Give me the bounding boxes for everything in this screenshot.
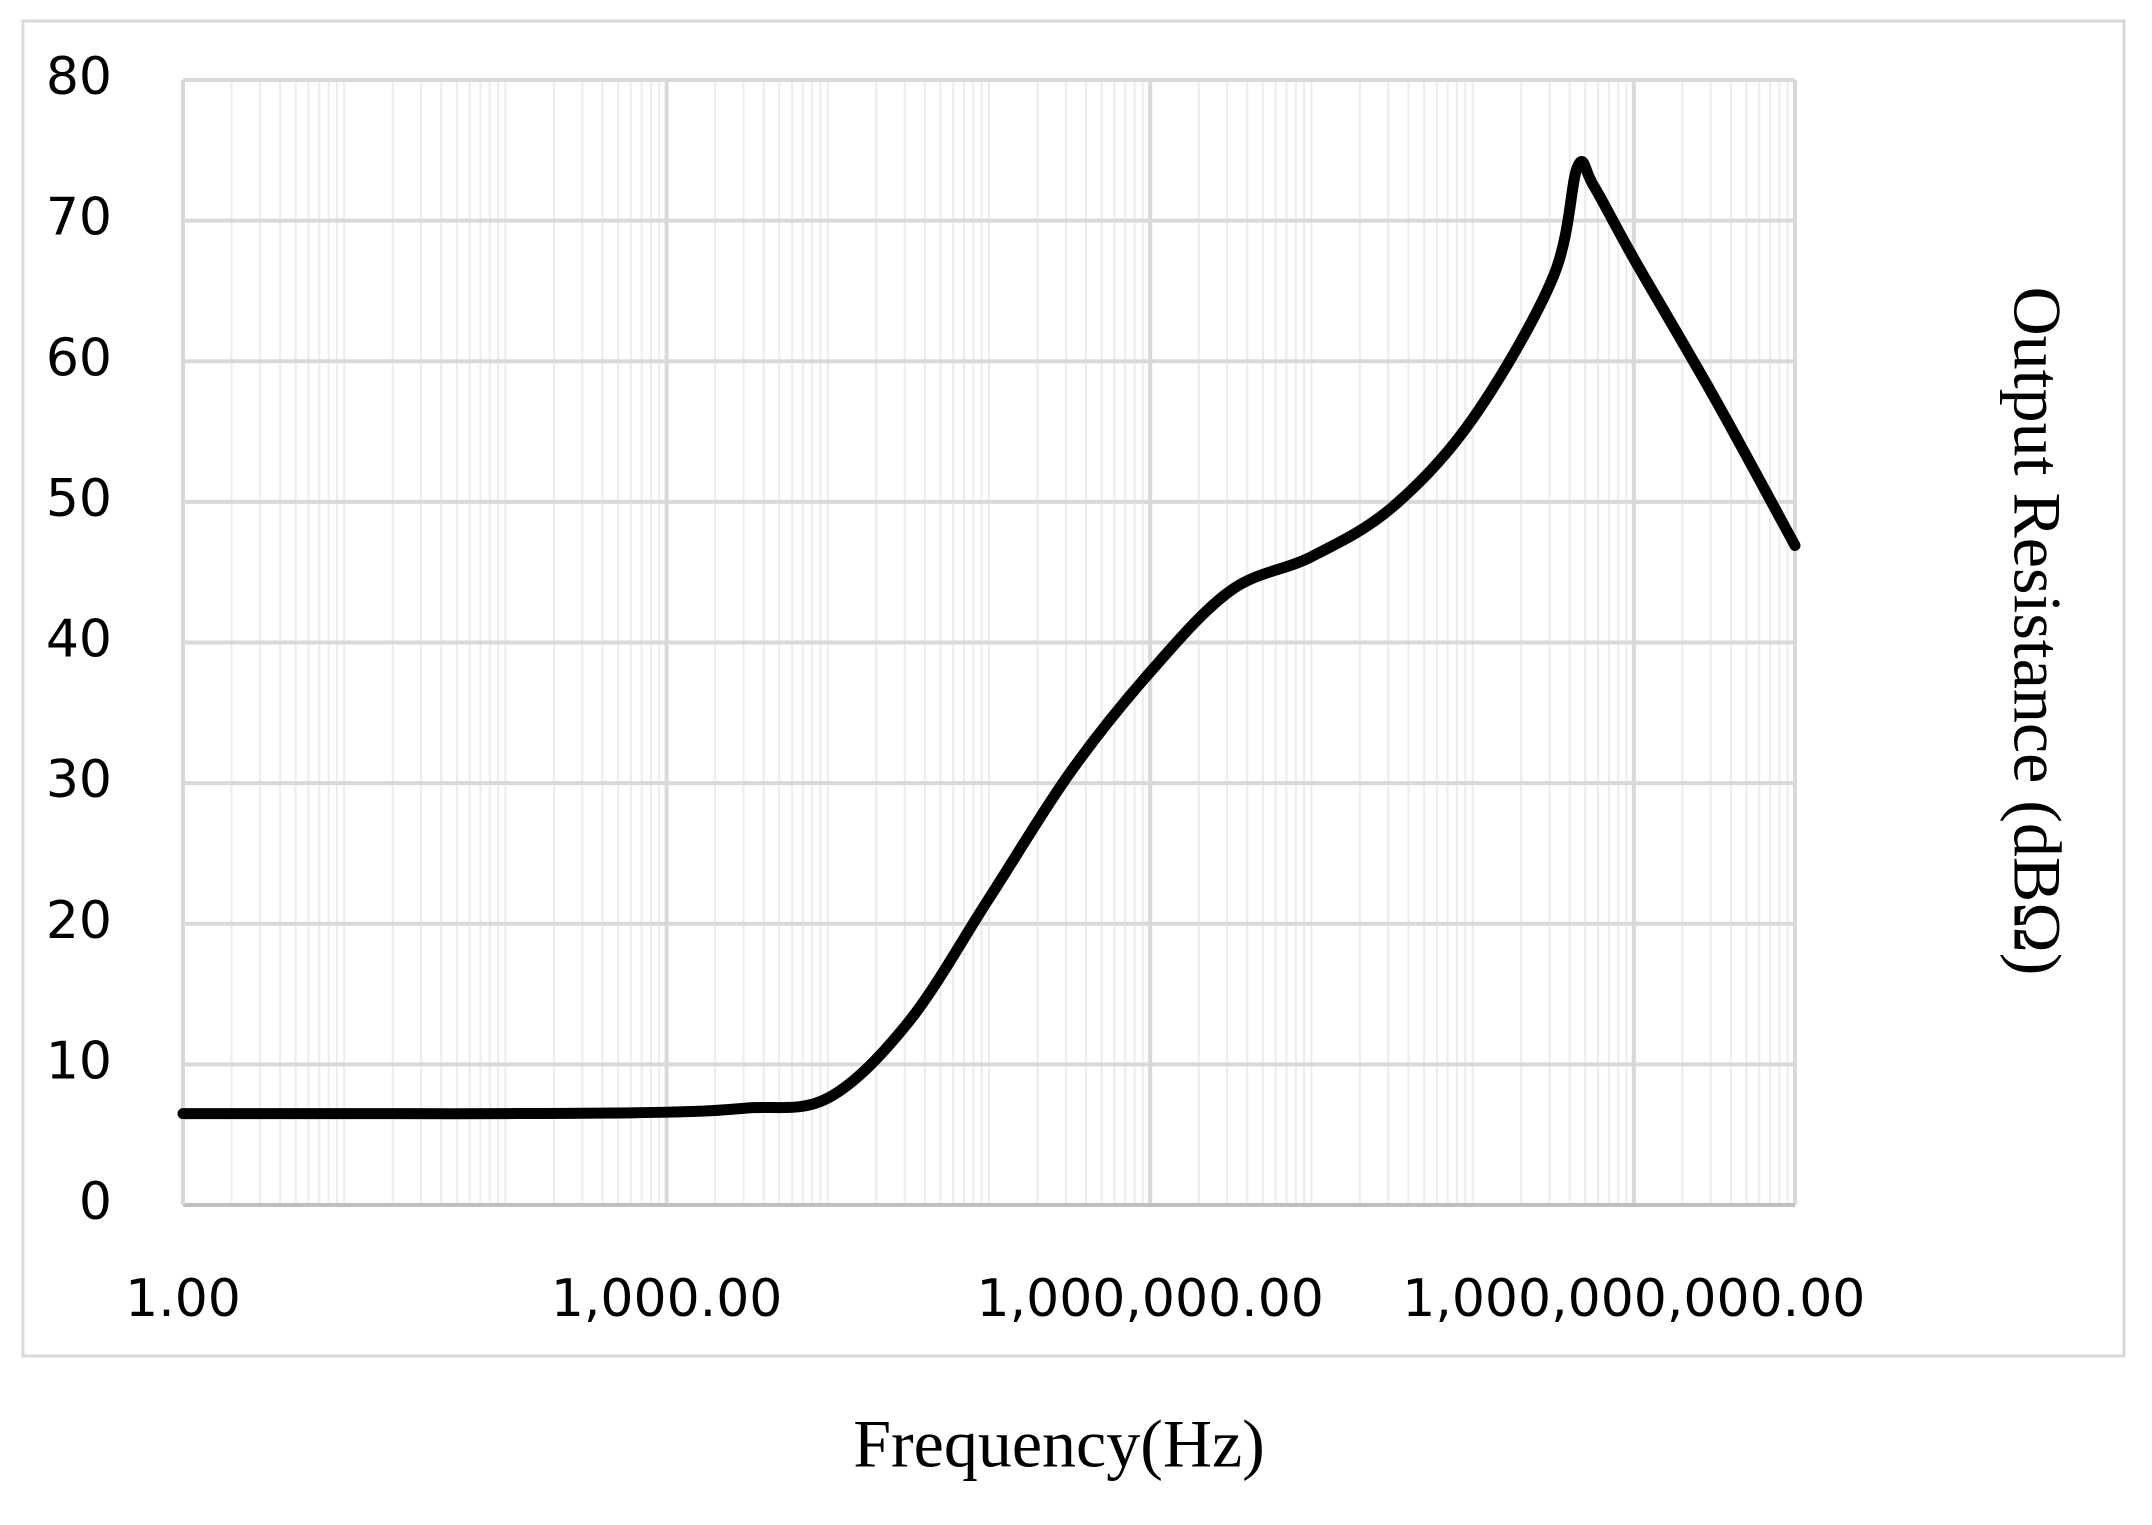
y-axis-title: Output Resistance (dBΩ)	[1999, 287, 2075, 976]
x-tick-label: 1,000,000.00	[977, 1269, 1324, 1329]
line	[177, 155, 1801, 1120]
y-tick-label: 50	[46, 469, 112, 529]
y-tick-label: 10	[46, 1031, 112, 1091]
x-tick-label: 1,000.00	[551, 1269, 783, 1329]
plot	[177, 155, 1801, 1120]
y-tick-label: 0	[79, 1172, 112, 1232]
chart-border	[21, 19, 2126, 1358]
y-tick-label: 80	[46, 47, 112, 107]
y-tick-label: 30	[46, 750, 112, 810]
x-tick-label: 1,000,000,000.00	[1402, 1269, 1865, 1329]
y-tick-label: 60	[46, 328, 112, 388]
y-tick-label: 70	[46, 188, 112, 248]
y-tick-label: 40	[46, 610, 112, 670]
y-tick-label: 20	[46, 891, 112, 951]
x-axis-title: Frequency(Hz)	[853, 1406, 1265, 1482]
grid	[181, 78, 1797, 1207]
x-tick-label: 1.00	[125, 1269, 241, 1329]
